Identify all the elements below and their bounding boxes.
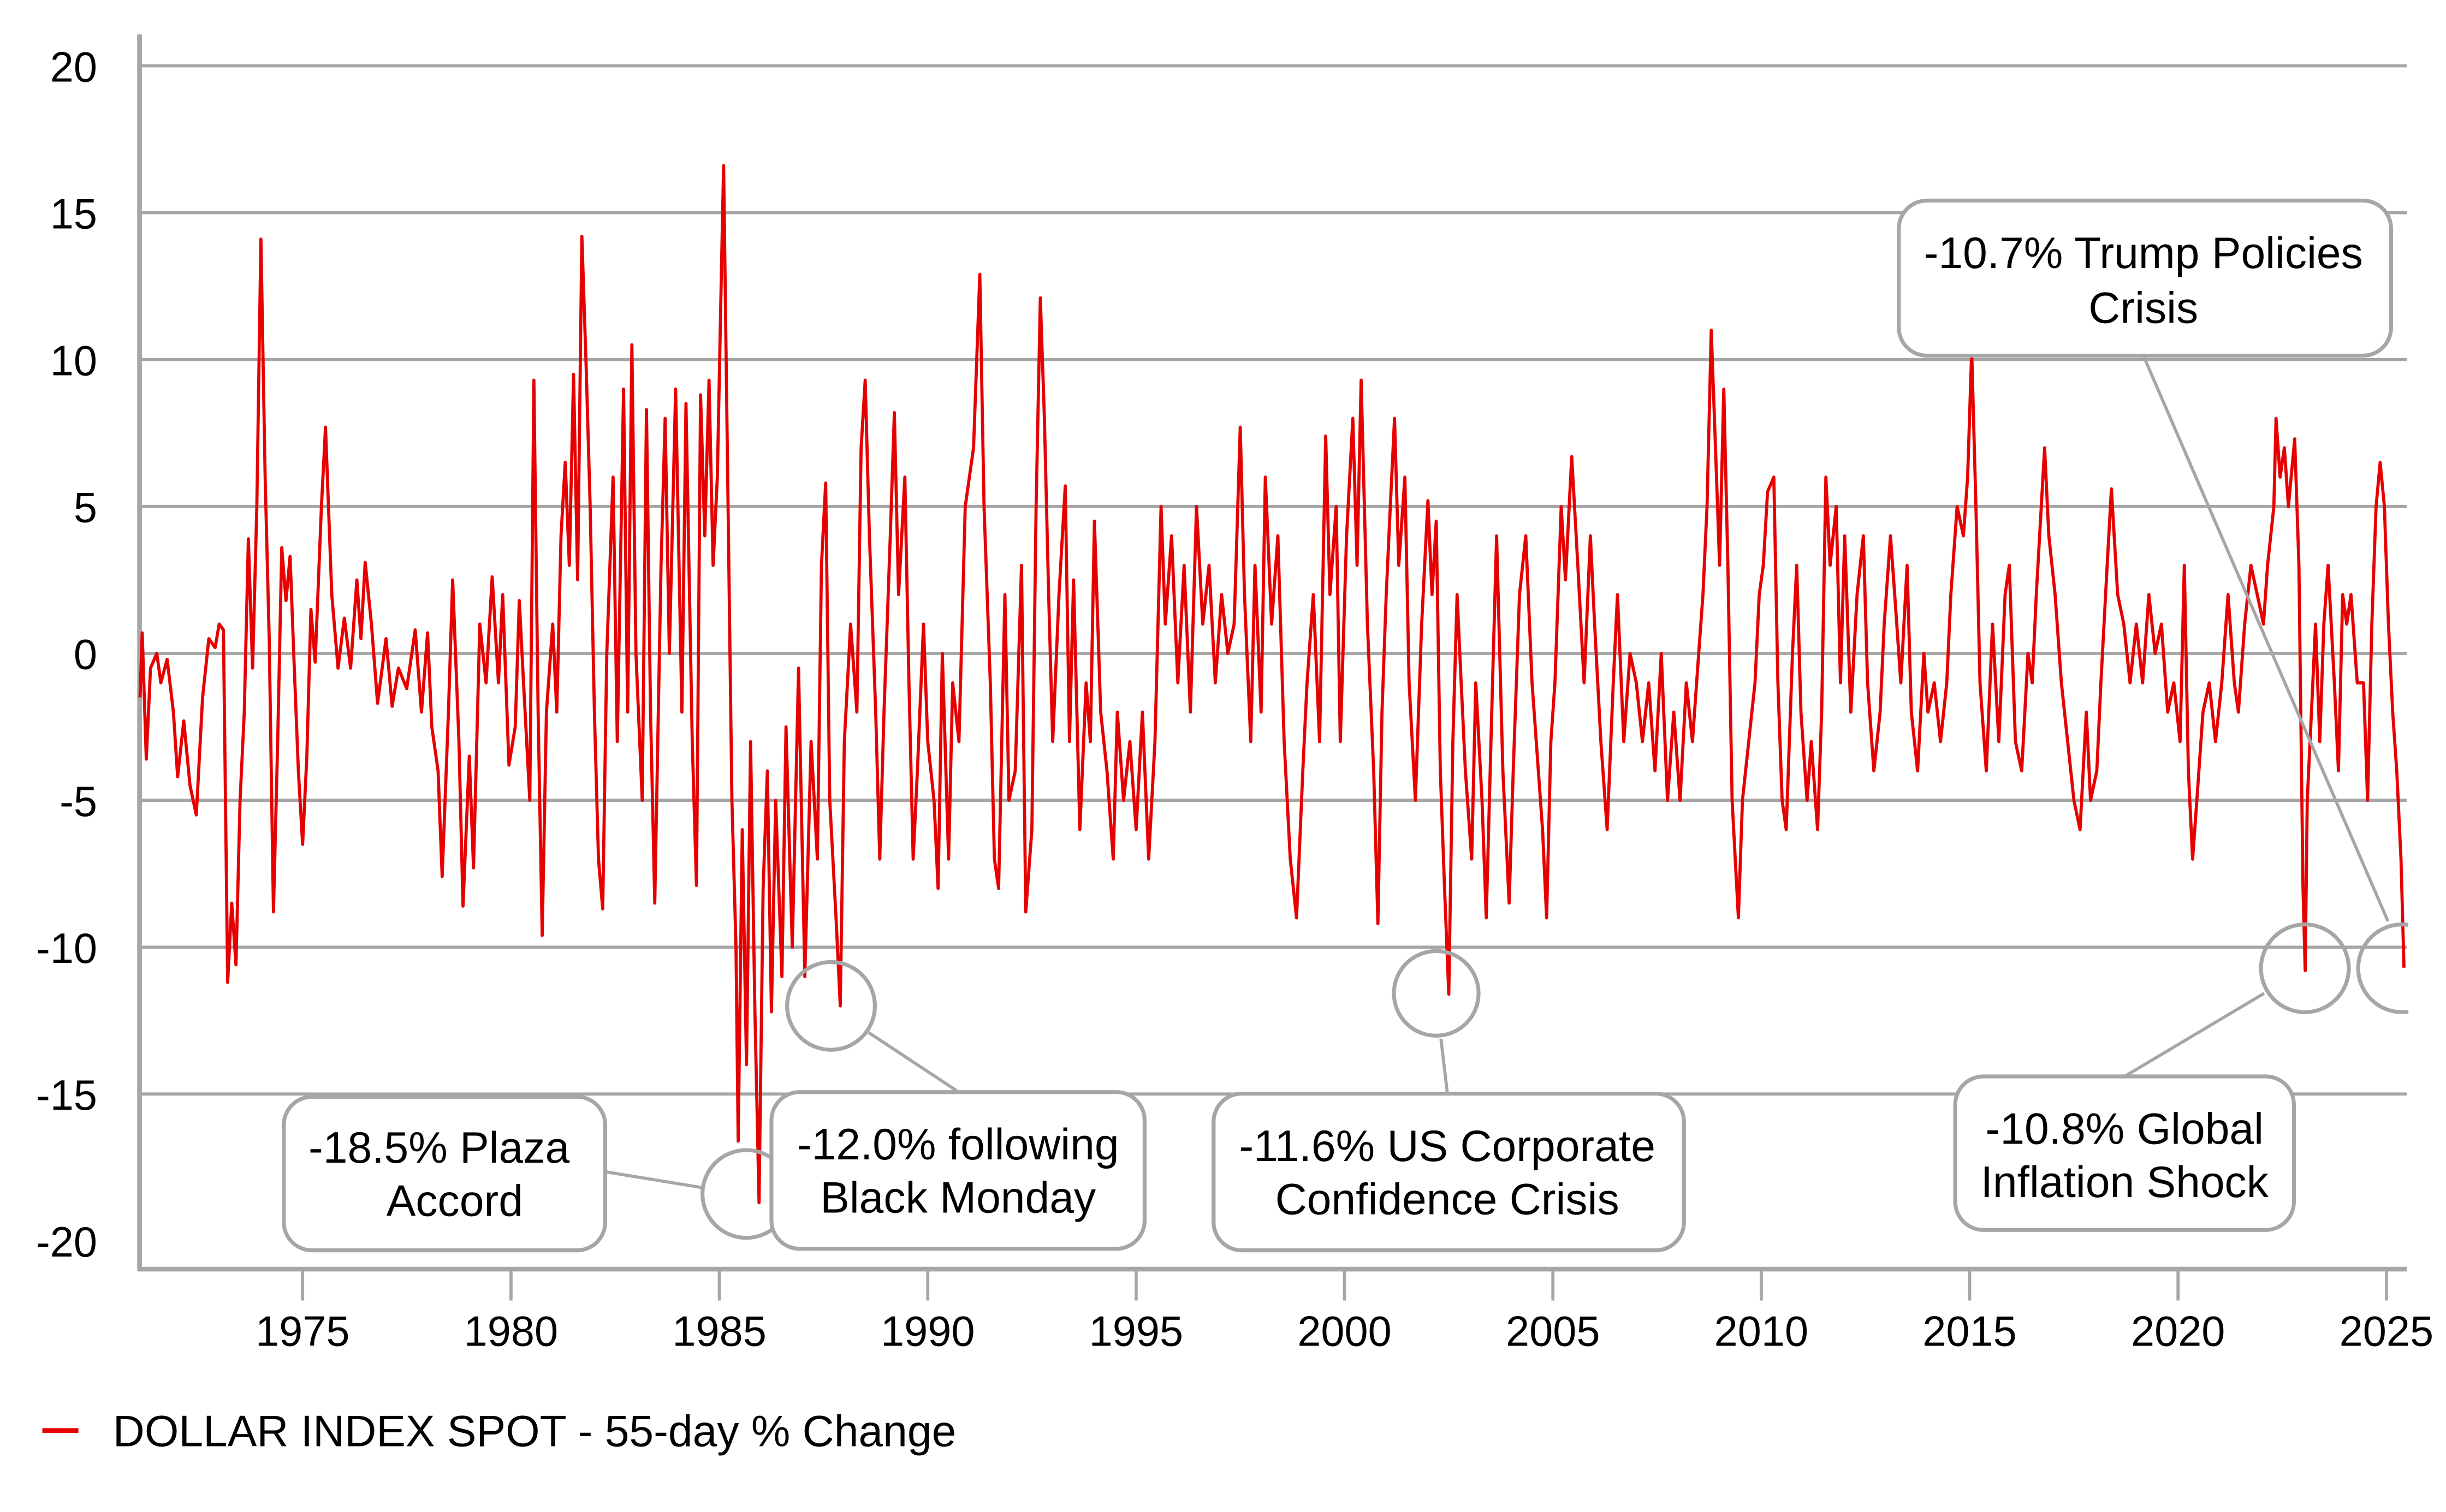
- annotation-trump-policies-crisis: -10.7% Trump Policies Crisis: [1897, 198, 2409, 1014]
- series-line-dollar-index: [138, 164, 2406, 1205]
- annotation-text-line-2: Inflation Shock: [1981, 1158, 2269, 1207]
- x-tick-label: 2000: [1297, 1308, 1391, 1355]
- x-axis-ticks: 1975 1980 1985 1990 1995 2000 2005 2010 2015 2020…: [256, 1269, 2433, 1355]
- callout-connector: [868, 1031, 958, 1092]
- callout-connector: [1439, 1038, 1449, 1093]
- x-tick-label: 1985: [672, 1308, 766, 1355]
- annotation-text-line-1: -11.6% US Corporate: [1239, 1122, 1655, 1171]
- annotation-text-line-1: -18.5% Plaza: [308, 1123, 569, 1172]
- callout-box: [1212, 1091, 1686, 1253]
- y-tick-label: 0: [74, 632, 97, 678]
- callout-box: [282, 1094, 608, 1253]
- legend-label: DOLLAR INDEX SPOT - 55-day % Change: [113, 1407, 957, 1456]
- x-tick-label: 2010: [1714, 1308, 1808, 1355]
- legend: DOLLAR INDEX SPOT - 55-day % Change: [42, 1407, 957, 1456]
- y-tick-label: 5: [74, 485, 97, 532]
- annotations: -18.5% Plaza Accord -12.0% following Bla…: [282, 198, 2409, 1253]
- x-tick-label: 2025: [2340, 1308, 2433, 1355]
- annotation-text-line-2: Confidence Crisis: [1275, 1175, 1619, 1224]
- callout-box: [1897, 198, 2394, 358]
- callout-circle: [785, 960, 877, 1052]
- y-tick-label: 20: [50, 44, 97, 91]
- y-tick-label: 10: [50, 337, 97, 384]
- annotation-text-line-1: -12.0% following: [797, 1120, 1119, 1169]
- x-tick-label: 2005: [1506, 1308, 1600, 1355]
- callout-connector: [2142, 355, 2390, 922]
- annotation-text-line-1: -10.7% Trump Policies: [1924, 229, 2363, 278]
- x-tick-label: 2015: [1922, 1308, 2016, 1355]
- callout-circle: [1392, 949, 1481, 1038]
- callout-circle: [2259, 922, 2351, 1014]
- callout-box: [769, 1090, 1147, 1251]
- y-tick-label: -5: [60, 778, 97, 825]
- y-tick-label: -10: [36, 925, 97, 972]
- y-tick-label: -20: [36, 1219, 97, 1266]
- annotation-black-monday: -12.0% following Black Monday: [769, 960, 1147, 1251]
- callout-connector: [2123, 992, 2265, 1078]
- x-tick-label: 2020: [2131, 1308, 2225, 1355]
- annotation-text-line-1: -10.8% Global: [1986, 1104, 2264, 1153]
- callout-connector: [606, 1170, 703, 1189]
- callout-circle: [2356, 922, 2409, 1014]
- annotation-text-line-2: Black Monday: [820, 1174, 1096, 1223]
- x-tick-label: 1995: [1089, 1308, 1183, 1355]
- y-tick-label: -15: [36, 1072, 97, 1119]
- annotation-us-corporate-confidence: -11.6% US Corporate Confidence Crisis: [1212, 949, 1686, 1253]
- annotation-plaza-accord: -18.5% Plaza Accord: [282, 1094, 792, 1253]
- y-axis-tick-labels: 20 15 10 5 0 -5 -10 -15 -20: [36, 44, 97, 1266]
- annotation-text-line-2: Accord: [387, 1176, 523, 1225]
- annotation-global-inflation-shock: -10.8% Global Inflation Shock: [1953, 922, 2351, 1232]
- callout-box: [1953, 1074, 2296, 1232]
- x-tick-label: 1980: [464, 1308, 558, 1355]
- annotation-text-line-2: Crisis: [2088, 283, 2198, 332]
- y-tick-label: 15: [50, 191, 97, 237]
- x-tick-label: 1990: [881, 1308, 975, 1355]
- x-tick-label: 1975: [256, 1308, 349, 1355]
